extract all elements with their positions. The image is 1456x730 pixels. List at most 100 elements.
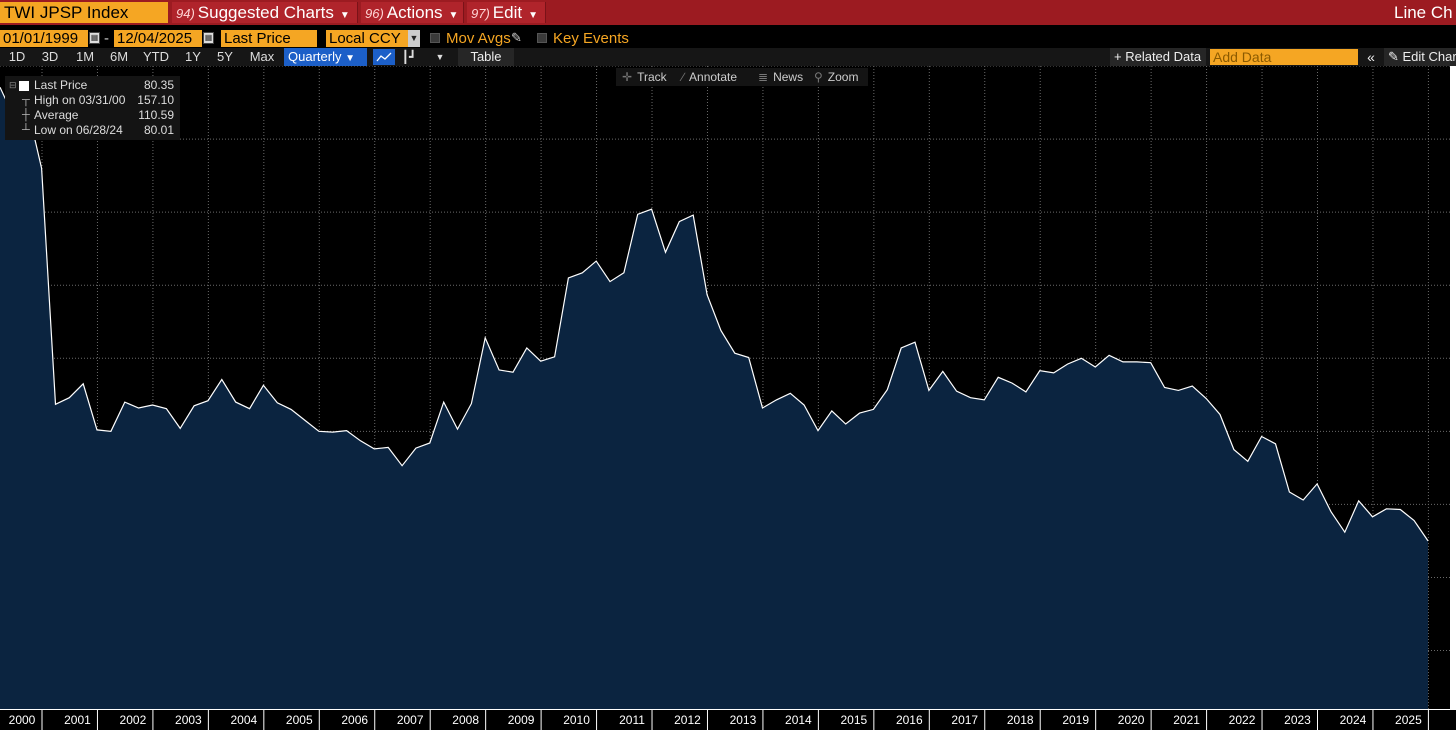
period-3d[interactable]: 3D bbox=[41, 49, 59, 64]
chevron-down-icon[interactable]: ▼ bbox=[435, 52, 445, 62]
crosshair-icon: ✛ bbox=[622, 70, 633, 84]
frequency-select[interactable]: Quarterly ▼ bbox=[284, 48, 367, 66]
legend-label: Last Price bbox=[34, 78, 88, 92]
average-marker-icon: ┼ bbox=[22, 109, 30, 121]
y-axis bbox=[1450, 66, 1456, 709]
period-1m[interactable]: 1M bbox=[75, 49, 95, 64]
legend-value: 157.10 bbox=[137, 93, 174, 107]
line-chart-icon[interactable] bbox=[373, 49, 395, 65]
mov-avgs-label[interactable]: Mov Avgs bbox=[446, 30, 511, 47]
x-axis-line bbox=[0, 709, 1456, 710]
period-ytd[interactable]: YTD bbox=[143, 49, 169, 64]
x-tick-label: 2008 bbox=[452, 713, 479, 727]
price-chart[interactable] bbox=[0, 66, 1456, 709]
zoom-icon: ⚲ bbox=[814, 70, 823, 84]
frequency-label: Quarterly bbox=[288, 49, 342, 64]
chevron-down-icon[interactable]: ▼ bbox=[408, 30, 420, 47]
edit-chart-button[interactable]: ✎ Edit Chart bbox=[1384, 48, 1456, 66]
start-date-input[interactable]: 01/01/1999 bbox=[0, 30, 88, 47]
caret-down-icon: ▼ bbox=[448, 10, 459, 21]
x-tick-label: 2002 bbox=[120, 713, 147, 727]
x-tick-label: 2003 bbox=[175, 713, 202, 727]
caret-down-icon: ▼ bbox=[339, 10, 350, 21]
legend-high: ┬ High on 03/31/00 157.10 bbox=[5, 93, 180, 108]
annotate-tool[interactable]: ∕ Annotate bbox=[682, 68, 737, 86]
legend-label: High on 03/31/00 bbox=[34, 93, 126, 107]
x-tick-label: 2022 bbox=[1229, 713, 1256, 727]
key-events-label[interactable]: Key Events bbox=[553, 30, 629, 47]
x-tick-label: 2005 bbox=[286, 713, 313, 727]
top-toolbar: TWI JPSP Index 94) Suggested Charts ▼ 96) A… bbox=[0, 0, 1456, 25]
suggested-charts-button[interactable]: 94) Suggested Charts ▼ bbox=[172, 2, 358, 23]
x-tick-label: 2004 bbox=[230, 713, 257, 727]
currency-select[interactable]: Local CCY bbox=[326, 30, 408, 47]
chart-type-label: Line Ch bbox=[1394, 3, 1453, 22]
high-marker-icon: ┬ bbox=[22, 94, 30, 106]
series-swatch bbox=[19, 81, 29, 91]
price-line bbox=[0, 86, 1429, 542]
period-1d[interactable]: 1D bbox=[8, 49, 26, 64]
pencil-icon[interactable]: ✎ bbox=[511, 30, 522, 45]
x-tick-label: 2020 bbox=[1118, 713, 1145, 727]
x-tick-label: 2011 bbox=[619, 713, 645, 727]
collapse-icon[interactable]: ⊟ bbox=[9, 80, 17, 90]
track-label: Track bbox=[637, 70, 667, 84]
related-data-button[interactable]: + Related Data bbox=[1110, 48, 1206, 66]
x-tick-label: 2017 bbox=[951, 713, 978, 727]
period-6m[interactable]: 6M bbox=[109, 49, 129, 64]
legend-average: ┼ Average 110.59 bbox=[5, 108, 180, 123]
x-tick-label: 2019 bbox=[1062, 713, 1089, 727]
menu-number: 97) bbox=[471, 6, 490, 21]
chart-legend: ⊟ Last Price 80.35 ┬ High on 03/31/00 15… bbox=[5, 76, 180, 140]
date-controls: 01/01/1999 ▦ - 12/04/2025 ▦ Last Price L… bbox=[0, 29, 1456, 48]
caret-down-icon: ▼ bbox=[528, 10, 538, 21]
actions-button[interactable]: 96) Actions ▼ bbox=[361, 2, 464, 23]
x-tick-label: 2025 bbox=[1395, 713, 1422, 727]
bar-chart-icon[interactable]: ┃┛ bbox=[401, 50, 417, 64]
low-marker-icon: ┴ bbox=[22, 124, 30, 136]
period-max[interactable]: Max bbox=[249, 49, 275, 64]
key-events-checkbox[interactable] bbox=[537, 33, 547, 43]
x-tick-label: 2014 bbox=[785, 713, 812, 727]
x-tick-label: 2007 bbox=[397, 713, 424, 727]
x-tick-label: 2012 bbox=[674, 713, 701, 727]
legend-value: 80.01 bbox=[143, 123, 174, 137]
legend-last-price[interactable]: ⊟ Last Price 80.35 bbox=[5, 78, 180, 93]
zoom-tool[interactable]: ⚲ Zoom bbox=[814, 68, 858, 86]
collapse-icon[interactable]: « bbox=[1367, 49, 1375, 65]
menu-number: 96) bbox=[365, 6, 384, 21]
news-label: News bbox=[773, 70, 804, 84]
zoom-label: Zoom bbox=[827, 70, 859, 84]
period-5y[interactable]: 5Y bbox=[217, 49, 233, 64]
x-tick-label: 2023 bbox=[1284, 713, 1311, 727]
legend-value: 80.35 bbox=[143, 78, 174, 92]
field-select[interactable]: Last Price bbox=[221, 30, 317, 47]
ticker-field[interactable]: TWI JPSP Index bbox=[0, 2, 168, 23]
edit-button[interactable]: 97) Edit ▼ bbox=[467, 2, 546, 23]
table-button[interactable]: Table bbox=[458, 48, 514, 66]
x-tick-label: 2001 bbox=[64, 713, 91, 727]
mov-avgs-checkbox[interactable] bbox=[430, 33, 440, 43]
menu-number: 94) bbox=[176, 6, 195, 21]
chart-tools: ✛ Track ∕ Annotate ≣ News ⚲ Zoom bbox=[616, 68, 868, 86]
period-toolbar: 1D 3D 1M 6M YTD 1Y 5Y Max Quarterly ▼ ┃┛… bbox=[0, 48, 1456, 66]
news-tool[interactable]: ≣ News bbox=[758, 68, 803, 86]
actions-label: Actions bbox=[386, 3, 443, 22]
edit-chart-label: Edit Chart bbox=[1402, 49, 1456, 64]
x-tick-label: 2018 bbox=[1007, 713, 1034, 727]
legend-value: 110.59 bbox=[138, 108, 174, 122]
period-1y[interactable]: 1Y bbox=[185, 49, 201, 64]
legend-low: ┴ Low on 06/28/24 80.01 bbox=[5, 123, 180, 138]
track-tool[interactable]: ✛ Track bbox=[622, 68, 667, 86]
add-data-input[interactable]: Add Data bbox=[1210, 49, 1358, 65]
legend-label: Low on 06/28/24 bbox=[34, 123, 123, 137]
annotate-icon: ∕ bbox=[682, 70, 685, 84]
caret-down-icon: ▼ bbox=[345, 53, 355, 64]
x-tick-label: 2006 bbox=[341, 713, 368, 727]
annotate-label: Annotate bbox=[689, 70, 738, 84]
x-tick-label: 2016 bbox=[896, 713, 923, 727]
x-tick-label: 2013 bbox=[730, 713, 757, 727]
calendar-icon[interactable]: ▦ bbox=[89, 32, 100, 44]
end-date-input[interactable]: 12/04/2025 bbox=[114, 30, 202, 47]
calendar-icon[interactable]: ▦ bbox=[203, 32, 214, 44]
